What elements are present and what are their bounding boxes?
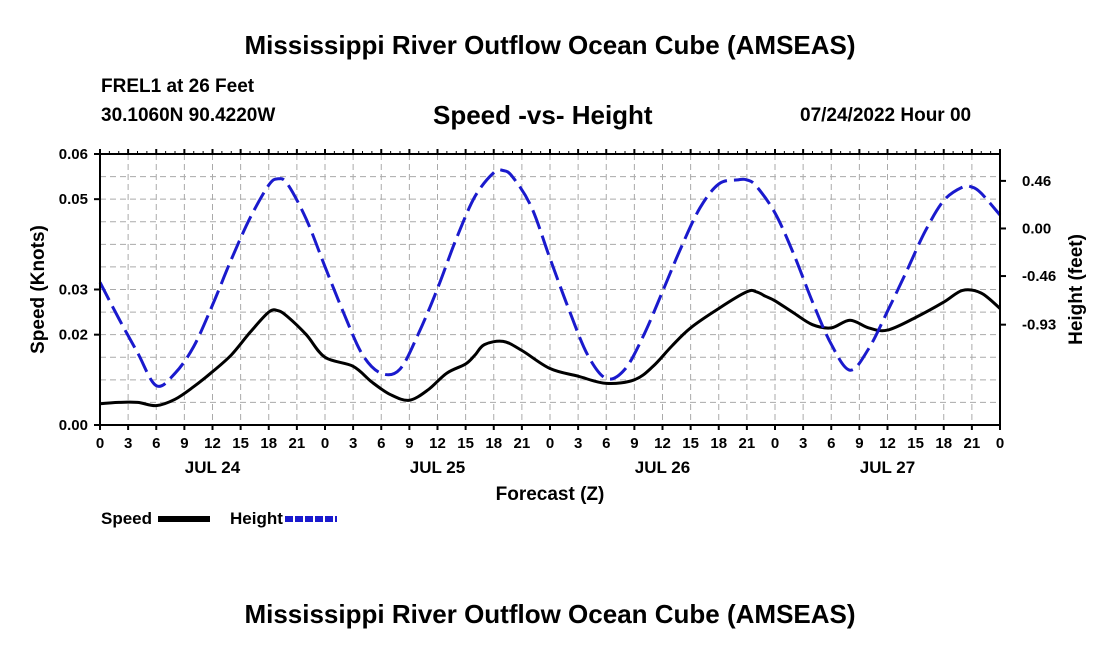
day-label: JUL 27 <box>860 458 915 477</box>
y2-tick-label: 0.46 <box>1022 173 1051 190</box>
y2-tick-label: 0.00 <box>1022 220 1051 237</box>
x-tick-label: 21 <box>289 435 306 452</box>
x-tick-label: 21 <box>739 435 756 452</box>
y-tick-label: 0.03 <box>59 282 88 299</box>
grid <box>100 154 1000 425</box>
x-tick-label: 15 <box>682 435 699 452</box>
legend-speed-swatch <box>158 516 211 522</box>
bottom-title: Mississippi River Outflow Ocean Cube (AM… <box>244 599 856 629</box>
x-axis-title: Forecast (Z) <box>496 484 605 505</box>
legend-speed-label: Speed <box>101 509 153 528</box>
x-tick-label: 15 <box>232 435 249 452</box>
y-axis-title: Speed (Knots) <box>28 225 49 354</box>
x-tick-label: 9 <box>405 435 413 452</box>
x-tick-label: 9 <box>630 435 638 452</box>
x-tick-label: 12 <box>654 435 671 452</box>
x-tick-label: 3 <box>799 435 807 452</box>
forecast-datetime: 07/24/2022 Hour 00 <box>800 105 972 126</box>
chart-subtitle: Speed -vs- Height <box>433 100 653 130</box>
y-tick-label: 0.05 <box>59 191 88 208</box>
x-tick-label: 0 <box>996 435 1004 452</box>
x-tick-label: 18 <box>260 435 277 452</box>
speed-height-chart: 0 3 6 9 12 15 18 21 0 3 6 9 12 15 18 21 0 3 6 9 12 15 18 21 0 3 6 9… <box>28 146 1087 505</box>
x-tick-label: 6 <box>827 435 835 452</box>
axes: 0 3 6 9 12 15 18 21 0 3 6 9 12 15 18 21 0 3 6 9 12 15 18 21 0 3 6 9… <box>28 146 1087 505</box>
legend-height-swatch <box>284 516 337 522</box>
x-tick-label: 18 <box>935 435 952 452</box>
x-tick-label: 6 <box>602 435 610 452</box>
x-tick-label: 9 <box>180 435 188 452</box>
x-tick-label: 21 <box>514 435 531 452</box>
x-tick-label: 15 <box>457 435 474 452</box>
x-tick-label: 15 <box>907 435 924 452</box>
x-tick-label: 3 <box>124 435 132 452</box>
x-tick-label: 3 <box>574 435 582 452</box>
day-label: JUL 26 <box>635 458 690 477</box>
x-tick-label: 0 <box>771 435 779 452</box>
x-tick-label: 18 <box>485 435 502 452</box>
chart-title: Mississippi River Outflow Ocean Cube (AM… <box>244 30 856 60</box>
y2-tick-label: -0.93 <box>1022 317 1056 334</box>
legend-height-label: Height <box>230 509 283 528</box>
station-coords: 30.1060N 90.4220W <box>101 105 276 126</box>
y2-axis-title: Height (feet) <box>1066 234 1087 345</box>
x-tick-label: 9 <box>855 435 863 452</box>
station-label: FREL1 at 26 Feet <box>101 76 255 97</box>
x-tick-label: 6 <box>152 435 160 452</box>
y-tick-label: 0.02 <box>59 327 88 344</box>
y-tick-label: 0.00 <box>59 417 88 434</box>
series-layer <box>98 168 1002 408</box>
x-tick-label: 6 <box>377 435 385 452</box>
x-tick-label: 12 <box>429 435 446 452</box>
y2-tick-label: -0.46 <box>1022 268 1056 285</box>
legend-speed: Speed <box>101 509 211 529</box>
x-tick-label: 21 <box>964 435 981 452</box>
x-tick-label: 12 <box>204 435 221 452</box>
x-tick-label: 18 <box>710 435 727 452</box>
x-tick-label: 3 <box>349 435 357 452</box>
speed-series-line <box>99 288 1001 408</box>
y-tick-label: 0.06 <box>59 146 88 163</box>
x-tick-label: 0 <box>96 435 104 452</box>
day-label: JUL 25 <box>410 458 465 477</box>
x-tick-label: 0 <box>321 435 329 452</box>
x-tick-label: 0 <box>546 435 554 452</box>
x-tick-label: 12 <box>879 435 896 452</box>
legend-height: Height <box>230 509 337 529</box>
day-label: JUL 24 <box>185 458 241 477</box>
